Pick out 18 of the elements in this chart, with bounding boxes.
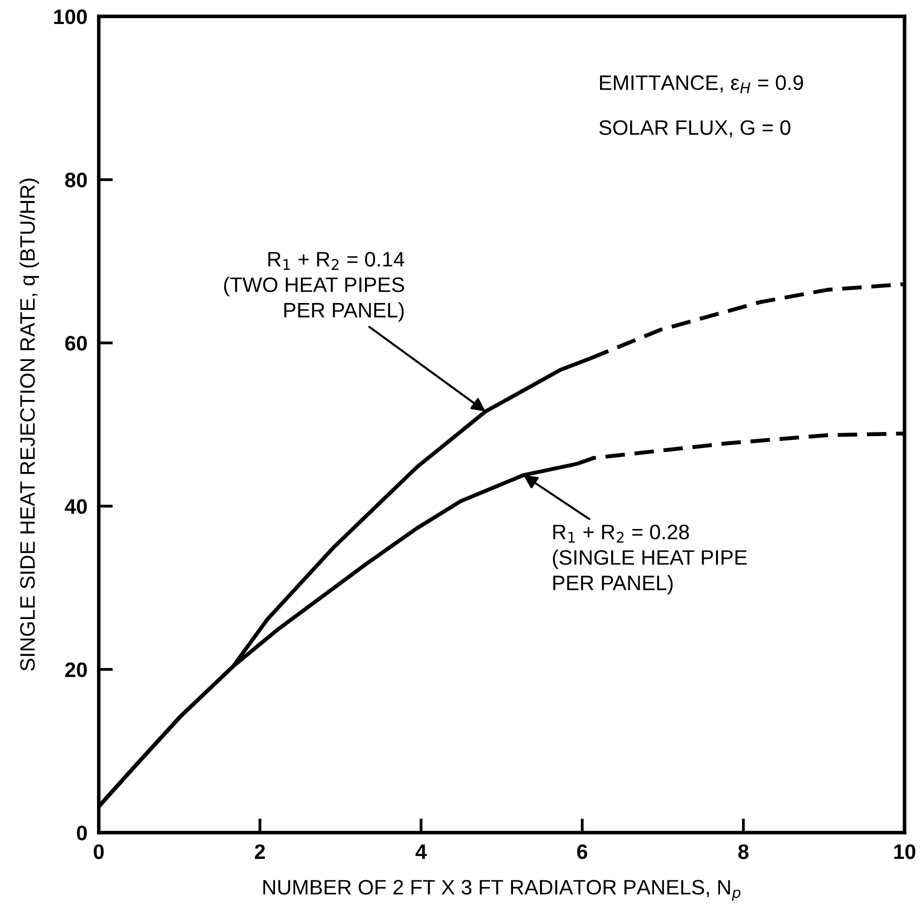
y-tick-label: 80 xyxy=(65,172,87,188)
x-tick-label: 10 xyxy=(894,844,916,860)
x-axis-title: NUMBER OF 2 FT X 3 FT RADIATOR PANELS, N$_{p}$ xyxy=(263,880,740,901)
y-tick-label: 20 xyxy=(65,662,87,678)
annotation: SOLAR FLUX, G = 0 xyxy=(599,120,790,138)
y-tick-label: 40 xyxy=(64,499,87,514)
x-tick-label: 8 xyxy=(738,844,749,860)
annotation: EMITTANCE, ε$_{H}$ = 0.9 xyxy=(600,75,804,94)
x-tick-label: 6 xyxy=(577,844,588,860)
x-tick-label: 4 xyxy=(416,844,427,859)
x-tick-label: 0 xyxy=(94,844,104,860)
y-tick-label: 0 xyxy=(76,826,87,840)
y-tick-label: 100 xyxy=(54,9,87,24)
y-axis-title: SINGLE SIDE HEAT REJECTION RATE, q (BTU/HR) xyxy=(20,178,40,671)
x-tick-label: 2 xyxy=(254,844,265,859)
annotation: R$_{1}$ + R$_{2}$ = 0.28 (SINGLE HEAT PIPE PER PANEL) xyxy=(552,524,747,594)
y-tick-label: 60 xyxy=(65,336,87,351)
annotation: R$_{1}$ + R$_{2}$ = 0.14 (TWO HEAT PIPES PER PANEL) xyxy=(224,252,404,322)
